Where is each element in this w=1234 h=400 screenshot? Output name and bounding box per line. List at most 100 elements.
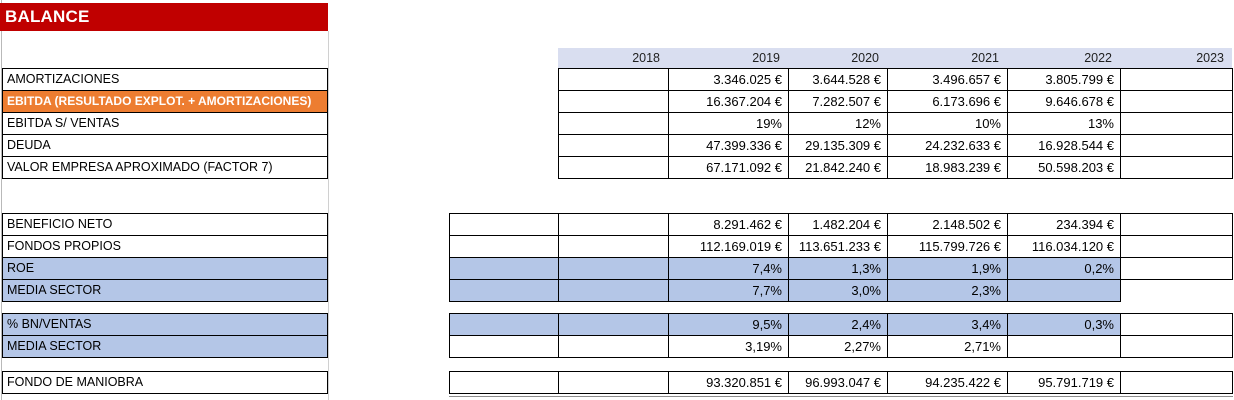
value-cell-ebitda-summary-1-2019[interactable]: 16.367.204 € <box>668 90 789 113</box>
value-cell-bn-ventas-0-2023[interactable] <box>1120 313 1233 336</box>
value-cell-ebitda-summary-4-2019[interactable]: 67.171.092 € <box>668 156 789 179</box>
year-header-cell-2023[interactable]: 2023 <box>1196 51 1224 65</box>
value-cell-beneficio-roe-1-2019[interactable]: 112.169.019 € <box>668 235 789 258</box>
value-cell-fondo-maniobra-0-2020[interactable]: 96.993.047 € <box>788 371 888 394</box>
year-header-cell-2019[interactable]: 2019 <box>752 51 780 65</box>
table-row-ebitda-summary-2: 19% 12% 10% 13% <box>558 112 1233 135</box>
value-cell-ebitda-summary-0-2023[interactable] <box>1120 68 1233 91</box>
value-cell-beneficio-roe-1-2018[interactable] <box>558 235 669 258</box>
value-cell-ebitda-summary-2-2021[interactable]: 10% <box>887 112 1008 135</box>
value-cell-beneficio-roe-1-extra[interactable] <box>449 235 559 258</box>
value-cell-beneficio-roe-0-2023[interactable] <box>1120 213 1233 236</box>
value-cell-bn-ventas-0-2021[interactable]: 3,4% <box>887 313 1008 336</box>
value-cell-bn-ventas-1-2020[interactable]: 2,27% <box>788 335 888 358</box>
value-cell-beneficio-roe-2-2022[interactable]: 0,2% <box>1007 257 1121 280</box>
value-cell-ebitda-summary-1-2020[interactable]: 7.282.507 € <box>788 90 888 113</box>
value-cell-ebitda-summary-1-2023[interactable] <box>1120 90 1233 113</box>
value-cell-fondo-maniobra-0-2019[interactable]: 93.320.851 € <box>668 371 789 394</box>
value-cell-ebitda-summary-0-2018[interactable] <box>558 68 669 91</box>
row-label-ebitda-summary-4[interactable]: VALOR EMPRESA APROXIMADO (FACTOR 7) <box>2 156 328 179</box>
value-cell-ebitda-summary-2-2018[interactable] <box>558 112 669 135</box>
year-header-cell-2020[interactable]: 2020 <box>851 51 879 65</box>
row-label-bn-ventas-1[interactable]: MEDIA SECTOR <box>2 335 328 358</box>
row-label-beneficio-roe-0[interactable]: BENEFICIO NETO <box>2 213 328 236</box>
value-cell-beneficio-roe-0-2020[interactable]: 1.482.204 € <box>788 213 888 236</box>
value-cell-fondo-maniobra-0-extra[interactable] <box>449 371 559 394</box>
value-cell-bn-ventas-1-2021[interactable]: 2,71% <box>887 335 1008 358</box>
value-cell-beneficio-roe-2-2019[interactable]: 7,4% <box>668 257 789 280</box>
value-cell-ebitda-summary-3-2021[interactable]: 24.232.633 € <box>887 134 1008 157</box>
value-cell-ebitda-summary-1-2018[interactable] <box>558 90 669 113</box>
row-label-beneficio-roe-3[interactable]: MEDIA SECTOR <box>2 279 328 302</box>
value-cell-beneficio-roe-0-2022[interactable]: 234.394 € <box>1007 213 1121 236</box>
table-row-ebitda-summary-3: 47.399.336 €29.135.309 €24.232.633 €16.9… <box>558 134 1233 157</box>
year-header-cell-2018[interactable]: 2018 <box>632 51 660 65</box>
value-cell-ebitda-summary-3-2022[interactable]: 16.928.544 € <box>1007 134 1121 157</box>
value-cell-beneficio-roe-2-2021[interactable]: 1,9% <box>887 257 1008 280</box>
value-cell-ebitda-summary-4-2018[interactable] <box>558 156 669 179</box>
value-cell-bn-ventas-1-2022[interactable] <box>1007 335 1121 358</box>
value-cell-bn-ventas-1-2023[interactable] <box>1120 335 1233 358</box>
value-cell-ebitda-summary-4-2023[interactable] <box>1120 156 1233 179</box>
value-cell-ebitda-summary-3-2018[interactable] <box>558 134 669 157</box>
value-cell-beneficio-roe-3-extra[interactable] <box>449 279 559 302</box>
table-row-fondo-maniobra-0: 93.320.851 €96.993.047 €94.235.422 €95.7… <box>449 371 1233 394</box>
sheet-title-cell[interactable]: BALANCE <box>0 3 328 31</box>
value-cell-beneficio-roe-2-2020[interactable]: 1,3% <box>788 257 888 280</box>
value-cell-ebitda-summary-4-2020[interactable]: 21.842.240 € <box>788 156 888 179</box>
value-cell-beneficio-roe-0-2018[interactable] <box>558 213 669 236</box>
year-header-cell-2021[interactable]: 2021 <box>971 51 999 65</box>
value-cell-bn-ventas-0-2020[interactable]: 2,4% <box>788 313 888 336</box>
value-cell-fondo-maniobra-0-2021[interactable]: 94.235.422 € <box>887 371 1008 394</box>
value-cell-ebitda-summary-1-2022[interactable]: 9.646.678 € <box>1007 90 1121 113</box>
value-cell-ebitda-summary-2-2020[interactable]: 12% <box>788 112 888 135</box>
value-cell-ebitda-summary-2-2019[interactable]: 19% <box>668 112 789 135</box>
value-cell-ebitda-summary-4-2022[interactable]: 50.598.203 € <box>1007 156 1121 179</box>
value-cell-beneficio-roe-3-2021[interactable]: 2,3% <box>887 279 1008 302</box>
value-cell-fondo-maniobra-0-2018[interactable] <box>558 371 669 394</box>
row-label-ebitda-summary-2[interactable]: EBITDA S/ VENTAS <box>2 112 328 135</box>
value-cell-ebitda-summary-2-2023[interactable] <box>1120 112 1233 135</box>
value-cell-beneficio-roe-0-2019[interactable]: 8.291.462 € <box>668 213 789 236</box>
value-cell-beneficio-roe-3-2022[interactable] <box>1007 279 1121 302</box>
row-label-fondo-maniobra-0[interactable]: FONDO DE MANIOBRA <box>2 371 328 394</box>
row-label-beneficio-roe-2[interactable]: ROE <box>2 257 328 280</box>
value-cell-bn-ventas-1-2018[interactable] <box>558 335 669 358</box>
value-cell-beneficio-roe-1-2023[interactable] <box>1120 235 1233 258</box>
value-cell-ebitda-summary-3-2023[interactable] <box>1120 134 1233 157</box>
value-cell-ebitda-summary-3-2019[interactable]: 47.399.336 € <box>668 134 789 157</box>
value-cell-beneficio-roe-2-2018[interactable] <box>558 257 669 280</box>
value-cell-bn-ventas-0-extra[interactable] <box>449 313 559 336</box>
value-cell-ebitda-summary-0-2022[interactable]: 3.805.799 € <box>1007 68 1121 91</box>
value-cell-ebitda-summary-0-2021[interactable]: 3.496.657 € <box>887 68 1008 91</box>
value-cell-beneficio-roe-0-2021[interactable]: 2.148.502 € <box>887 213 1008 236</box>
value-cell-beneficio-roe-1-2020[interactable]: 113.651.233 € <box>788 235 888 258</box>
value-cell-fondo-maniobra-0-2022[interactable]: 95.791.719 € <box>1007 371 1121 394</box>
row-label-ebitda-summary-3[interactable]: DEUDA <box>2 134 328 157</box>
value-cell-beneficio-roe-2-extra[interactable] <box>449 257 559 280</box>
value-cell-bn-ventas-0-2019[interactable]: 9,5% <box>668 313 789 336</box>
row-label-ebitda-summary-0[interactable]: AMORTIZACIONES <box>2 68 328 91</box>
row-label-beneficio-roe-1[interactable]: FONDOS PROPIOS <box>2 235 328 258</box>
value-cell-ebitda-summary-0-2019[interactable]: 3.346.025 € <box>668 68 789 91</box>
row-label-bn-ventas-0[interactable]: % BN/VENTAS <box>2 313 328 336</box>
value-cell-bn-ventas-1-2019[interactable]: 3,19% <box>668 335 789 358</box>
value-cell-beneficio-roe-2-2023[interactable] <box>1120 257 1233 280</box>
value-cell-beneficio-roe-3-2018[interactable] <box>558 279 669 302</box>
value-cell-fondo-maniobra-0-2023[interactable] <box>1120 371 1233 394</box>
value-cell-ebitda-summary-2-2022[interactable]: 13% <box>1007 112 1121 135</box>
value-cell-bn-ventas-1-extra[interactable] <box>449 335 559 358</box>
value-cell-ebitda-summary-1-2021[interactable]: 6.173.696 € <box>887 90 1008 113</box>
value-cell-bn-ventas-0-2022[interactable]: 0,3% <box>1007 313 1121 336</box>
value-cell-beneficio-roe-1-2021[interactable]: 115.799.726 € <box>887 235 1008 258</box>
year-header-cell-2022[interactable]: 2022 <box>1084 51 1112 65</box>
value-cell-ebitda-summary-0-2020[interactable]: 3.644.528 € <box>788 68 888 91</box>
value-cell-ebitda-summary-3-2020[interactable]: 29.135.309 € <box>788 134 888 157</box>
value-cell-ebitda-summary-4-2021[interactable]: 18.983.239 € <box>887 156 1008 179</box>
value-cell-beneficio-roe-0-extra[interactable] <box>449 213 559 236</box>
value-cell-beneficio-roe-1-2022[interactable]: 116.034.120 € <box>1007 235 1121 258</box>
row-label-ebitda-summary-1[interactable]: EBITDA (RESULTADO EXPLOT. + AMORTIZACION… <box>2 90 328 113</box>
value-cell-beneficio-roe-3-2020[interactable]: 3,0% <box>788 279 888 302</box>
value-cell-bn-ventas-0-2018[interactable] <box>558 313 669 336</box>
value-cell-beneficio-roe-3-2019[interactable]: 7,7% <box>668 279 789 302</box>
